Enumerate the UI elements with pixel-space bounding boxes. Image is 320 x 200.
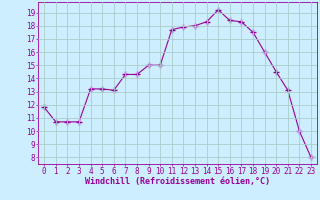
X-axis label: Windchill (Refroidissement éolien,°C): Windchill (Refroidissement éolien,°C) <box>85 177 270 186</box>
